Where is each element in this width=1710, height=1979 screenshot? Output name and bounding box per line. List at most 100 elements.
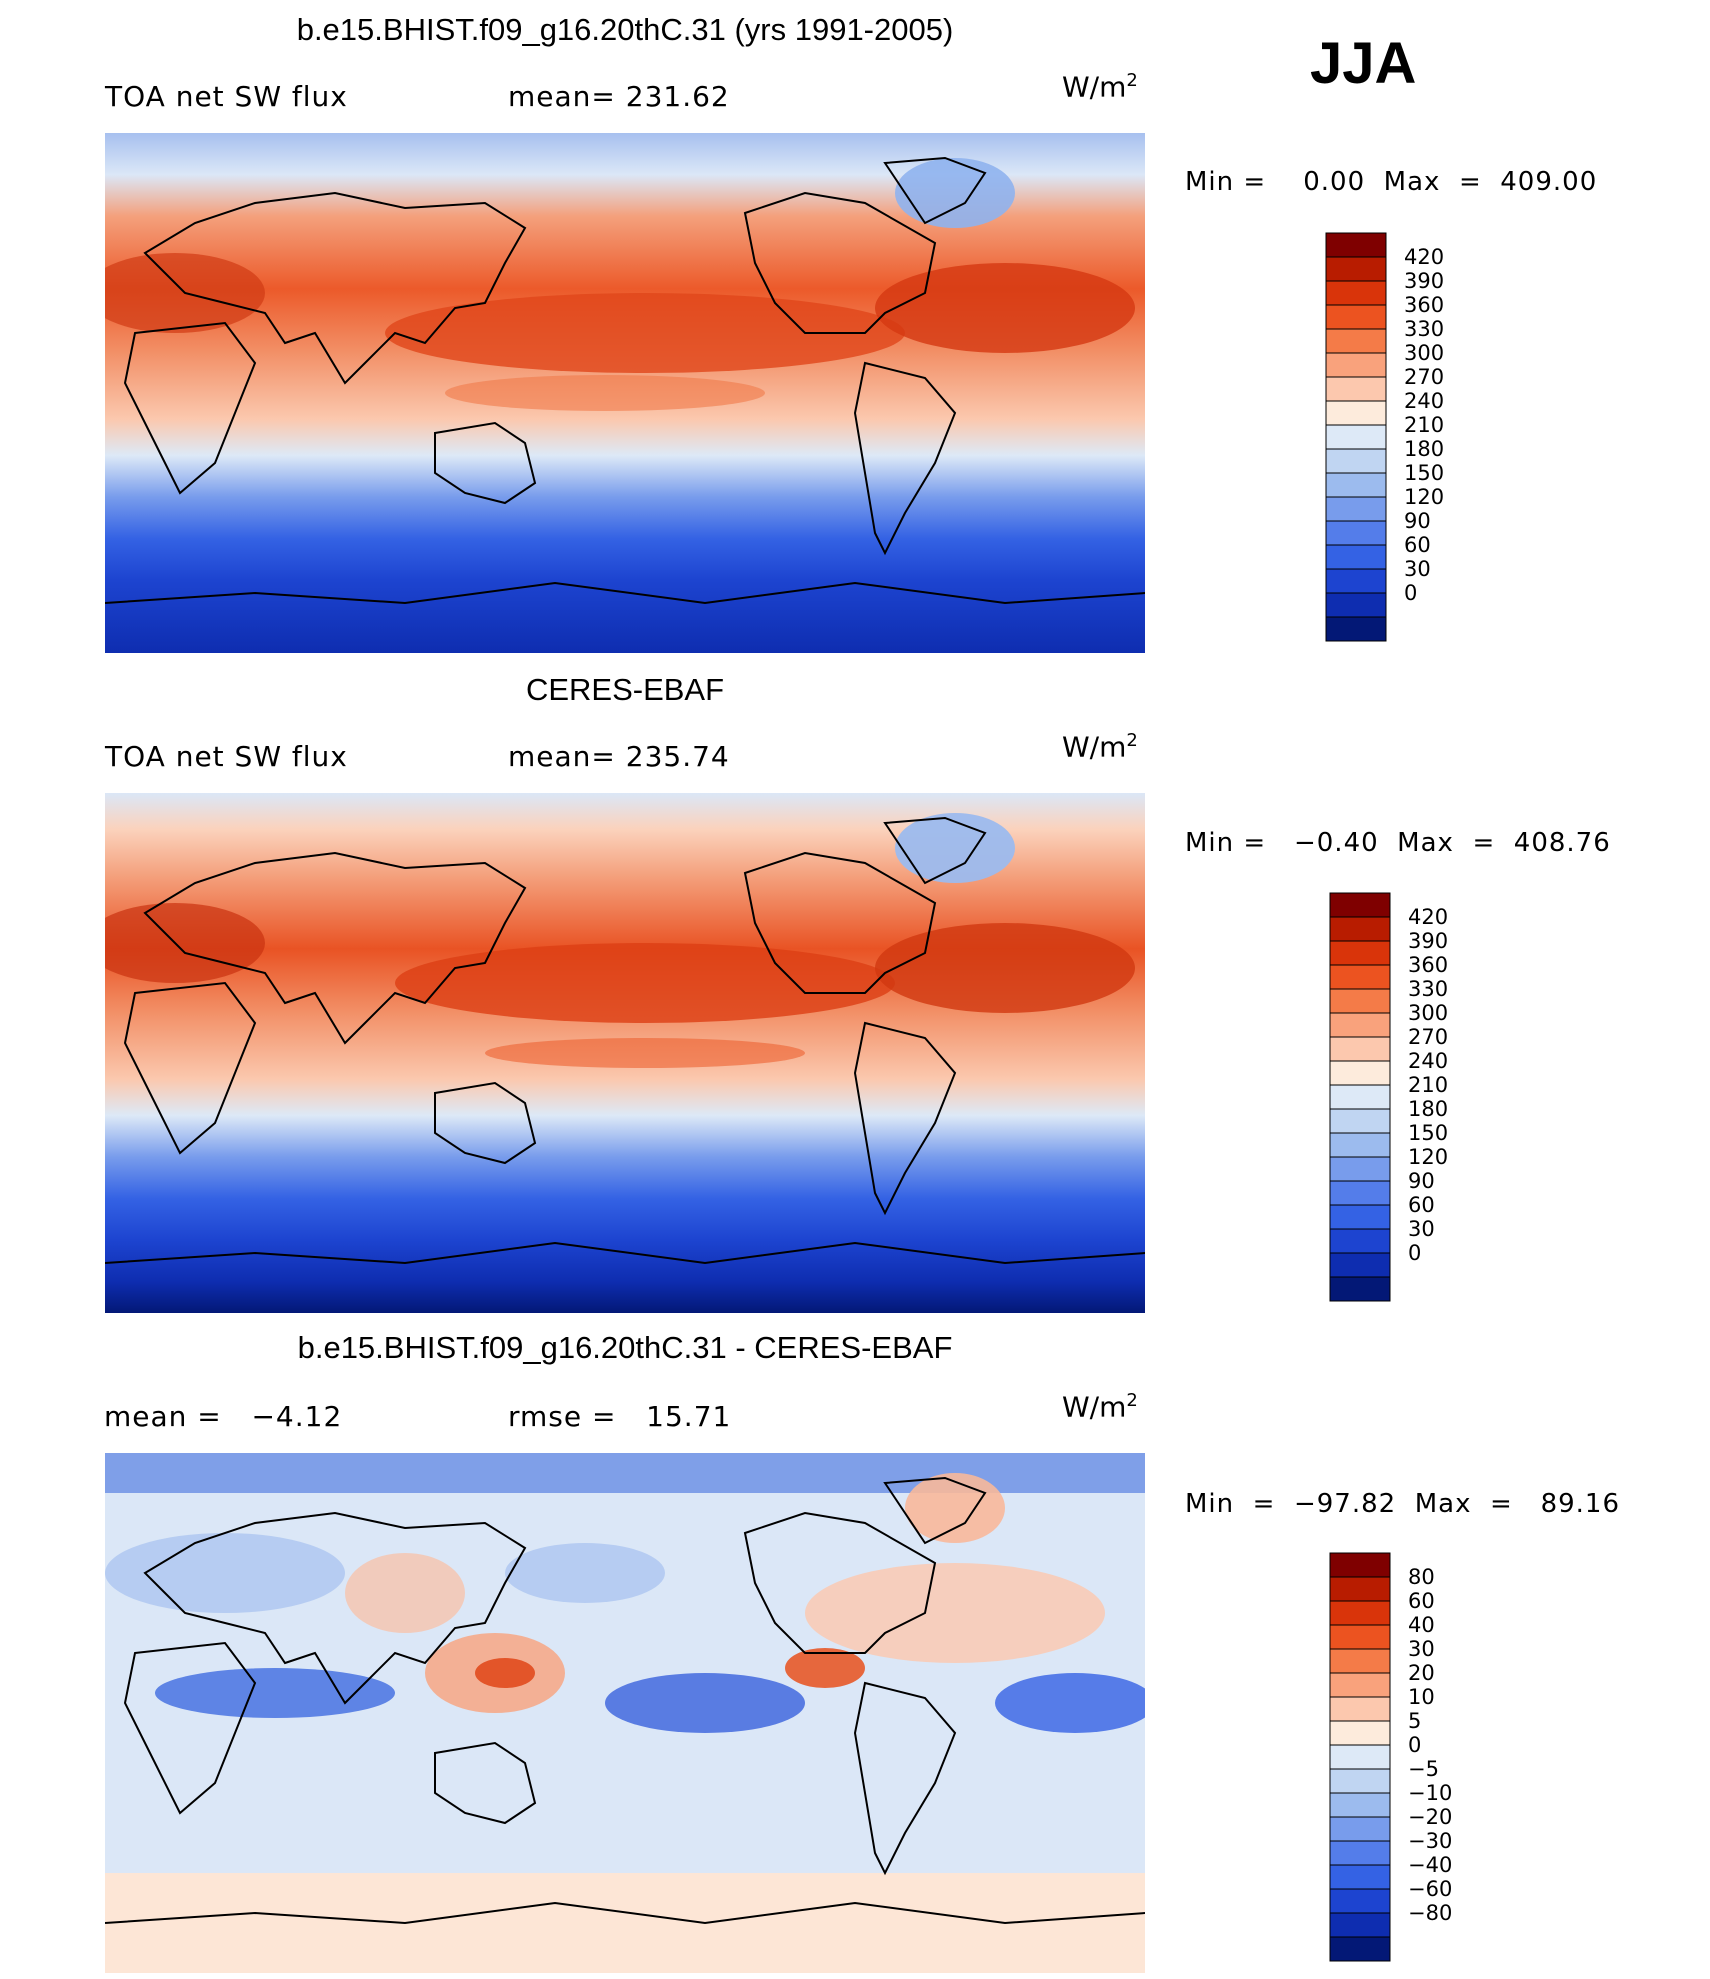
colorbar-swatch	[1329, 1816, 1391, 1842]
map-obs	[105, 793, 1145, 1313]
panel-mean-label-model: mean= 231.62	[508, 80, 730, 113]
colorbar-swatch	[1329, 1132, 1391, 1158]
colorbar-tick-label: 60	[1408, 1589, 1435, 1613]
units-label-obs: W/m2	[1062, 730, 1138, 764]
panel-variable-label-model: TOA net SW flux	[105, 80, 348, 113]
colorbar-swatch	[1329, 1648, 1391, 1674]
panel-title-diff: b.e15.BHIST.f09_g16.20thC.31 - CERES-EBA…	[297, 1330, 953, 1365]
colorbar-tick-label: 210	[1408, 1073, 1448, 1097]
colorbar-swatch	[1325, 352, 1387, 378]
colorbar-tick-label: 300	[1404, 341, 1444, 365]
colorbar-swatch	[1329, 1228, 1391, 1254]
colorbar-swatch	[1325, 424, 1387, 450]
colorbar-model: 420 390 360 330 300 270 240 210 180 150 120 90 60 30 0	[1325, 232, 1526, 645]
colorbar-tick-label: 420	[1404, 245, 1444, 269]
minmax-label-obs: Min = −0.40 Max = 408.76	[1185, 828, 1611, 858]
panel-variable-label-obs: TOA net SW flux	[105, 740, 348, 773]
colorbar-swatch	[1329, 940, 1391, 966]
colorbar-tick-label: 120	[1404, 485, 1444, 509]
colorbar-tick-label: 80	[1408, 1565, 1435, 1589]
colorbar-tick-label: 390	[1404, 269, 1444, 293]
colorbar-swatch	[1329, 1720, 1391, 1746]
colorbar-swatch	[1325, 376, 1387, 402]
colorbar-tick-label: −30	[1408, 1829, 1452, 1853]
colorbar-tick-label: 210	[1404, 413, 1444, 437]
colorbar-swatch	[1325, 616, 1387, 642]
colorbar-tick-label: 30	[1408, 1217, 1435, 1241]
colorbar-tick-label: 10	[1408, 1685, 1435, 1709]
colorbar-swatch	[1325, 544, 1387, 570]
colorbar-tick-label: 330	[1408, 977, 1448, 1001]
colorbar-tick-label: −60	[1408, 1877, 1452, 1901]
panel-mean-label-diff: mean = −4.12	[104, 1400, 343, 1433]
colorbar-swatch	[1329, 1156, 1391, 1182]
colorbar-tick-label: 30	[1408, 1637, 1435, 1661]
colorbar-tick-label: 0	[1408, 1241, 1421, 1265]
colorbar-tick-label: −20	[1408, 1805, 1452, 1829]
colorbar-tick-label: 90	[1408, 1169, 1435, 1193]
colorbar-tick-label: 390	[1408, 929, 1448, 953]
colorbar-tick-label: 360	[1408, 953, 1448, 977]
map-diff	[105, 1453, 1145, 1973]
colorbar-swatch	[1325, 520, 1387, 546]
colorbar-swatch	[1329, 1084, 1391, 1110]
colorbar-tick-label: 120	[1408, 1145, 1448, 1169]
colorbar-tick-label: 60	[1404, 533, 1431, 557]
colorbar-swatch	[1329, 1108, 1391, 1134]
colorbar-diff: 80 60 40 30 20 10 5 0 −5 −10 −20 −30 −40 −60 −80	[1329, 1552, 1530, 1965]
colorbar-tick-label: 150	[1408, 1121, 1448, 1145]
colorbar-swatch	[1325, 232, 1387, 258]
units-label-diff: W/m2	[1062, 1390, 1138, 1424]
colorbar-swatch	[1329, 1792, 1391, 1818]
panel-title-obs: CERES-EBAF	[525, 672, 725, 707]
colorbar-swatch	[1329, 1912, 1391, 1938]
colorbar-tick-label: 270	[1404, 365, 1444, 389]
colorbar-tick-label: 150	[1404, 461, 1444, 485]
panel-rmse-label-diff: rmse = 15.71	[508, 1400, 732, 1433]
colorbar-swatch	[1325, 472, 1387, 498]
colorbar-tick-label: 5	[1408, 1709, 1421, 1733]
colorbar-swatch	[1329, 1060, 1391, 1086]
colorbar-swatch	[1329, 1252, 1391, 1278]
colorbar-swatch	[1329, 1888, 1391, 1914]
colorbar-swatch	[1329, 1552, 1391, 1578]
colorbar-swatch	[1325, 256, 1387, 282]
colorbar-swatch	[1329, 1672, 1391, 1698]
colorbar-tick-label: 90	[1404, 509, 1431, 533]
colorbar-swatch	[1329, 1036, 1391, 1062]
colorbar-swatch	[1325, 496, 1387, 522]
colorbar-swatch	[1325, 568, 1387, 594]
season-label: JJA	[1310, 31, 1417, 96]
units-label-model: W/m2	[1062, 70, 1138, 104]
colorbar-obs: 420 390 360 330 300 270 240 210 180 150 120 90 60 30 0	[1329, 892, 1530, 1305]
colorbar-tick-label: 30	[1404, 557, 1431, 581]
colorbar-tick-label: 330	[1404, 317, 1444, 341]
minmax-label-model: Min = 0.00 Max = 409.00	[1185, 167, 1598, 197]
colorbar-swatch	[1325, 592, 1387, 618]
colorbar-swatch	[1325, 328, 1387, 354]
colorbar-swatch	[1329, 1768, 1391, 1794]
colorbar-tick-label: 180	[1404, 437, 1444, 461]
colorbar-tick-label: −10	[1408, 1781, 1452, 1805]
panel-mean-label-obs: mean= 235.74	[508, 740, 730, 773]
minmax-label-diff: Min = −97.82 Max = 89.16	[1185, 1489, 1621, 1519]
colorbar-swatch	[1325, 400, 1387, 426]
colorbar-swatch	[1329, 1576, 1391, 1602]
colorbar-swatch	[1329, 1600, 1391, 1626]
panel-title-model: b.e15.BHIST.f09_g16.20thC.31 (yrs 1991-2…	[296, 12, 954, 47]
colorbar-swatch	[1325, 304, 1387, 330]
colorbar-swatch	[1329, 1624, 1391, 1650]
colorbar-tick-label: 420	[1408, 905, 1448, 929]
colorbar-swatch	[1329, 964, 1391, 990]
colorbar-tick-label: 300	[1408, 1001, 1448, 1025]
colorbar-swatch	[1329, 1180, 1391, 1206]
colorbar-tick-label: 360	[1404, 293, 1444, 317]
colorbar-tick-label: 60	[1408, 1193, 1435, 1217]
colorbar-swatch	[1329, 1840, 1391, 1866]
colorbar-tick-label: −80	[1408, 1901, 1452, 1925]
colorbar-swatch	[1329, 1936, 1391, 1962]
colorbar-swatch	[1329, 1744, 1391, 1770]
